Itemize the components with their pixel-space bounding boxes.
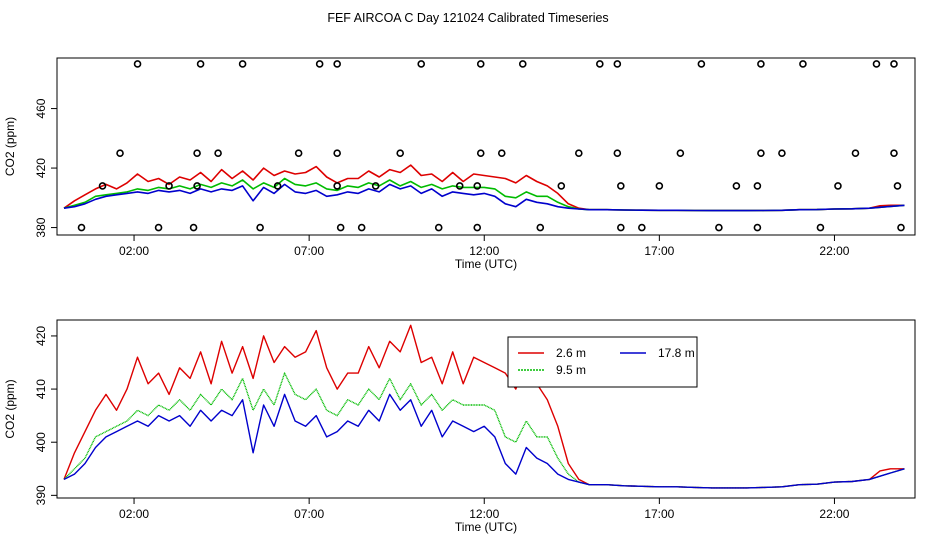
top-x-tick-label: 17:00 — [644, 244, 674, 258]
qc-flag-marker — [638, 223, 646, 232]
bottom-panel-co2-timeseries: 02:00 07:00 12:00 17:00 22:00 Time (UTC) 390 40… — [3, 319, 916, 534]
top-panel-calibrated-timeseries: 02:00 07:00 12:00 17:00 22:00 Time (UTC) 380 42… — [3, 57, 916, 271]
qc-flag-marker — [697, 60, 706, 68]
legend-label: 17.8 m — [658, 346, 695, 360]
qc-flag-marker — [165, 182, 173, 190]
top-y-tick-label: 380 — [34, 217, 48, 237]
qc-flag-marker — [315, 60, 324, 68]
bottom-x-tick-label: 17:00 — [644, 507, 674, 521]
bottom-series-line-17-8-m — [63, 393, 905, 489]
qc-flag-marker — [193, 149, 201, 157]
qc-flag-marker — [336, 223, 345, 232]
top-x-tick-label: 12:00 — [469, 244, 499, 258]
bottom-x-tick-label: 07:00 — [294, 507, 324, 521]
qc-flag-marker — [98, 182, 107, 190]
qc-flag-marker — [753, 182, 762, 190]
qc-flag-marker — [116, 149, 124, 157]
qc-flag-marker — [890, 149, 898, 157]
bottom-plot-frame — [56, 319, 916, 499]
qc-flag-marker — [473, 182, 482, 190]
qc-flag-marker — [333, 149, 341, 157]
qc-flag-marker — [617, 223, 625, 232]
qc-flag-marker — [732, 182, 741, 190]
qc-flag-marker — [473, 223, 482, 232]
qc-flag-marker — [613, 60, 622, 68]
qc-flag-marker — [357, 223, 366, 232]
qc-flag-marker — [77, 223, 86, 232]
top-x-tick-label: 07:00 — [294, 244, 324, 258]
qc-flag-marker — [757, 149, 765, 157]
bottom-series-line-9-5-m — [63, 372, 905, 489]
qc-flag-marker — [417, 60, 426, 68]
qc-flag-marker — [518, 60, 527, 68]
bottom-x-tick-label: 12:00 — [469, 507, 499, 521]
qc-flag-marker — [193, 182, 201, 190]
qc-flag-marker — [196, 60, 205, 68]
top-x-tick-label: 02:00 — [119, 244, 149, 258]
qc-flag-marker — [655, 182, 664, 190]
qc-flag-marker — [851, 149, 860, 157]
top-plot-frame — [56, 57, 916, 236]
legend-label: 9.5 m — [556, 363, 586, 377]
qc-flag-marker — [189, 223, 198, 232]
top-y-tick-label: 460 — [34, 98, 48, 118]
bottom-y-tick-label: 400 — [34, 432, 48, 452]
qc-flag-marker — [256, 223, 264, 232]
qc-flag-marker — [133, 60, 142, 68]
qc-flag-marker — [613, 149, 622, 157]
qc-flag-marker — [778, 149, 786, 157]
qc-flag-marker — [536, 223, 545, 232]
qc-flag-marker — [799, 60, 807, 68]
qc-flag-marker — [214, 149, 222, 157]
qc-flag-marker — [476, 60, 485, 68]
legend-label: 2.6 m — [556, 346, 586, 360]
bottom-x-tick-label: 22:00 — [819, 507, 849, 521]
top-y-axis-label: CO2 (ppm) — [3, 117, 17, 176]
qc-flag-marker — [455, 182, 464, 190]
legend-box — [507, 336, 698, 388]
qc-flag-marker — [816, 223, 825, 232]
top-series-line-17-8-m — [63, 183, 905, 212]
bottom-y-tick-label: 390 — [34, 485, 48, 505]
qc-flag-marker — [893, 182, 902, 190]
qc-flag-marker — [557, 182, 566, 190]
qc-flag-marker — [497, 149, 506, 157]
figure-title: FEF AIRCOA C Day 121024 Calibrated Times… — [327, 11, 608, 25]
qc-flag-marker — [294, 149, 303, 157]
qc-flag-marker — [596, 60, 604, 68]
qc-flag-marker — [238, 60, 247, 68]
qc-flag-marker — [897, 223, 905, 232]
qc-flag-marker — [617, 182, 625, 190]
bottom-y-axis-label: CO2 (ppm) — [3, 379, 17, 438]
qc-flag-marker — [333, 182, 341, 190]
qc-flag-marker — [872, 60, 881, 68]
qc-flag-marker — [575, 149, 583, 157]
qc-flag-marker — [476, 149, 485, 157]
qc-flag-marker — [333, 60, 341, 68]
qc-flag-marker — [715, 223, 723, 232]
qc-flag-marker — [371, 182, 380, 190]
qc-flag-marker — [757, 60, 765, 68]
bottom-x-axis-label: Time (UTC) — [455, 520, 517, 534]
top-y-tick-label: 420 — [34, 158, 48, 178]
qc-flag-marker — [676, 149, 685, 157]
qc-flag-marker — [834, 182, 842, 190]
qc-flag-marker — [154, 223, 163, 232]
bottom-y-tick-label: 410 — [34, 379, 48, 399]
bottom-y-tick-label: 420 — [34, 326, 48, 346]
bottom-series-line-2-6-m — [63, 324, 905, 489]
top-series-line-9-5-m — [63, 177, 905, 212]
bottom-x-tick-label: 02:00 — [119, 507, 149, 521]
qc-flag-marker — [273, 182, 282, 190]
qc-flag-marker — [890, 60, 898, 68]
top-x-tick-label: 22:00 — [819, 244, 849, 258]
qc-flag-marker — [753, 223, 762, 232]
top-x-axis-label: Time (UTC) — [455, 257, 517, 271]
qc-flag-marker — [396, 149, 405, 157]
qc-flag-marker — [434, 223, 443, 232]
